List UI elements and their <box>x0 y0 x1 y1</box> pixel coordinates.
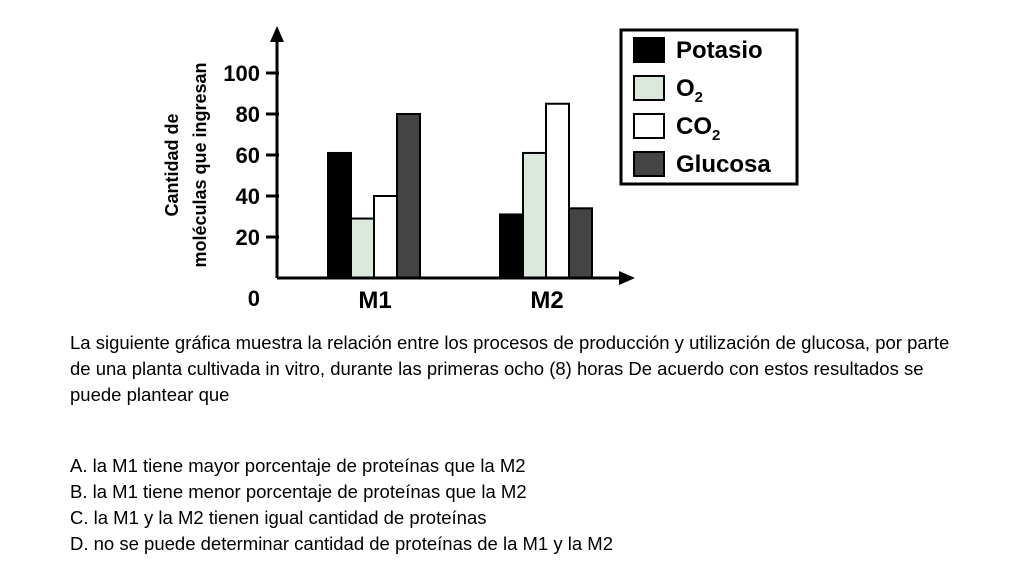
y-tick-label: 80 <box>236 102 260 127</box>
option-a[interactable]: A. la M1 tiene mayor porcentaje de prote… <box>70 455 526 476</box>
bar-m1-glucosa <box>396 113 421 279</box>
bar-chart: Cantidad de moléculas que ingresan 0 20 40… <box>162 26 799 314</box>
legend-label-co2-main: CO <box>676 113 712 140</box>
legend-swatch-glucosa <box>633 151 665 177</box>
y-axis-label: Cantidad de moléculas que ingresan <box>162 62 210 267</box>
legend-swatch-co2 <box>633 113 665 139</box>
bars-group <box>327 102 593 280</box>
option-c[interactable]: C. la M1 y la M2 tienen igual cantidad d… <box>70 507 487 528</box>
legend-label-o2-main: O <box>676 75 695 102</box>
question-text: La siguiente gráfica muestra la relación… <box>70 332 950 405</box>
legend-label-glucosa: Glucosa <box>676 151 771 178</box>
legend: Potasio O2 CO2 Glucosa <box>619 28 799 186</box>
y-axis-label-line2: moléculas que ingresan <box>190 62 210 267</box>
legend-label-co2-sub: 2 <box>712 127 720 144</box>
y-axis-label-line1: Cantidad de <box>162 113 182 216</box>
category-label-m1: M1 <box>358 287 391 314</box>
bar-m1-o2 <box>350 217 375 280</box>
legend-swatch-o2 <box>633 75 665 101</box>
bar-m2-co2 <box>545 102 570 279</box>
bar-m2-glucosa <box>568 207 593 279</box>
legend-label-o2-sub: 2 <box>695 89 703 106</box>
axes <box>270 26 635 285</box>
bar-m2-potasio <box>499 213 524 279</box>
bar-m1-potasio <box>327 151 352 279</box>
y-tick-label: 100 <box>223 61 260 86</box>
option-b[interactable]: B. la M1 tiene menor porcentaje de prote… <box>70 481 527 502</box>
option-d[interactable]: D. no se puede determinar cantidad de pr… <box>70 533 613 554</box>
y-tick-label: 20 <box>236 225 260 250</box>
legend-label-o2: O2 <box>676 75 703 106</box>
y-tick-label: 60 <box>236 143 260 168</box>
y-tick-label: 0 <box>248 286 260 311</box>
legend-label-co2: CO2 <box>676 113 720 144</box>
legend-swatch-potasio <box>633 37 665 63</box>
y-axis-ticks: 0 20 40 60 80 100 <box>223 61 279 311</box>
legend-label-potasio: Potasio <box>676 37 763 64</box>
x-axis-arrow <box>619 271 635 285</box>
y-tick-label: 40 <box>236 184 260 209</box>
bar-m2-o2 <box>522 151 547 279</box>
category-label-m2: M2 <box>530 287 563 314</box>
question-block: La siguiente gráfica muestra la relación… <box>70 330 970 557</box>
y-axis-arrow <box>270 26 284 42</box>
bar-m1-co2 <box>373 195 398 279</box>
